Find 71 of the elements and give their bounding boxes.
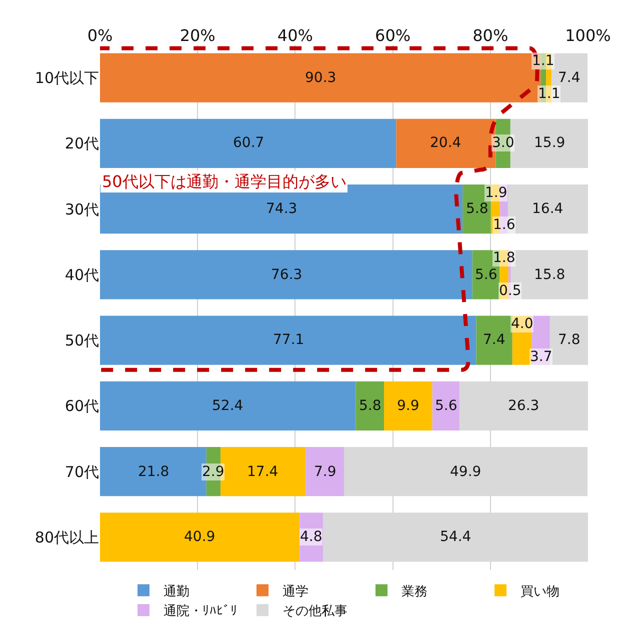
- data-label: 3.7: [530, 349, 552, 365]
- legend-label: 通勤: [164, 584, 190, 600]
- data-label: 5.8: [466, 201, 488, 217]
- data-label: 16.4: [532, 201, 564, 217]
- x-tick-label: 80%: [472, 26, 508, 45]
- data-label: 9.9: [397, 398, 420, 414]
- legend-label: その他私事: [282, 604, 348, 620]
- bar: [476, 316, 512, 365]
- x-tick-label: 100%: [565, 26, 611, 45]
- data-label: 0.5: [499, 283, 522, 299]
- data-label: 40.9: [184, 529, 216, 545]
- data-label: 1.1: [532, 53, 554, 69]
- x-tick-label: 20%: [180, 26, 216, 45]
- data-label: 52.4: [212, 398, 244, 414]
- bar: [384, 381, 432, 431]
- data-label: 4.0: [511, 316, 534, 332]
- y-tick-label: 80代以上: [34, 528, 99, 546]
- data-label: 1.9: [485, 185, 508, 201]
- data-label: 21.8: [138, 464, 170, 480]
- bar: [100, 250, 472, 300]
- data-label: 2.9: [202, 464, 224, 480]
- data-label: 15.9: [534, 135, 566, 151]
- data-label: 1.8: [493, 250, 516, 266]
- data-label: 4.8: [300, 529, 322, 545]
- data-label: 7.8: [558, 332, 580, 348]
- bar: [100, 118, 396, 168]
- bar: [512, 316, 532, 365]
- y-tick-label: 50代: [64, 332, 99, 350]
- y-tick-label: 20代: [64, 134, 99, 153]
- bar: [550, 316, 588, 365]
- data-label: 77.1: [273, 332, 304, 348]
- bar: [100, 381, 356, 431]
- data-label: 1.1: [538, 86, 560, 102]
- data-label: 17.4: [247, 464, 278, 480]
- data-label: 20.4: [430, 135, 462, 151]
- annotation: 50代以下は通勤・通学目的が多い: [102, 172, 346, 191]
- data-label: 74.3: [266, 201, 298, 217]
- data-label: 5.8: [359, 398, 382, 414]
- data-label: 15.8: [534, 267, 566, 283]
- data-label: 1.6: [493, 217, 516, 233]
- y-tick-label: 60代: [64, 397, 99, 416]
- data-label: 7.9: [314, 464, 336, 480]
- bar: [100, 512, 300, 562]
- data-label: 3.0: [492, 135, 514, 151]
- bar: [305, 446, 344, 496]
- y-tick-label: 10代以下: [34, 69, 99, 88]
- data-label: 5.6: [475, 267, 498, 283]
- data-label: 54.4: [440, 529, 472, 545]
- legend-label: 通学: [282, 584, 308, 600]
- data-label: 90.3: [305, 70, 336, 86]
- data-label: 26.3: [508, 398, 540, 414]
- legend-label: 通院・ﾘﾊﾋﾞﾘ: [164, 604, 238, 620]
- legend-label: 買い物: [520, 584, 560, 600]
- data-label: 7.4: [483, 332, 506, 348]
- data-label: 5.6: [435, 398, 458, 414]
- legend-label: 業務: [402, 584, 428, 600]
- y-tick-label: 30代: [64, 200, 99, 218]
- data-label: 76.3: [271, 267, 302, 283]
- x-tick-label: 0%: [87, 26, 113, 45]
- y-tick-label: 40代: [64, 266, 99, 284]
- bar: [432, 381, 460, 431]
- bar: [300, 512, 324, 562]
- bar: [100, 316, 476, 365]
- x-tick-label: 40%: [277, 26, 313, 45]
- data-label: 60.7: [233, 135, 264, 151]
- data-label: 7.4: [558, 70, 580, 86]
- data-label: 49.9: [450, 464, 482, 480]
- bar: [532, 316, 550, 365]
- y-tick-label: 70代: [64, 462, 99, 481]
- bar: [356, 381, 384, 431]
- x-tick-label: 60%: [375, 26, 411, 45]
